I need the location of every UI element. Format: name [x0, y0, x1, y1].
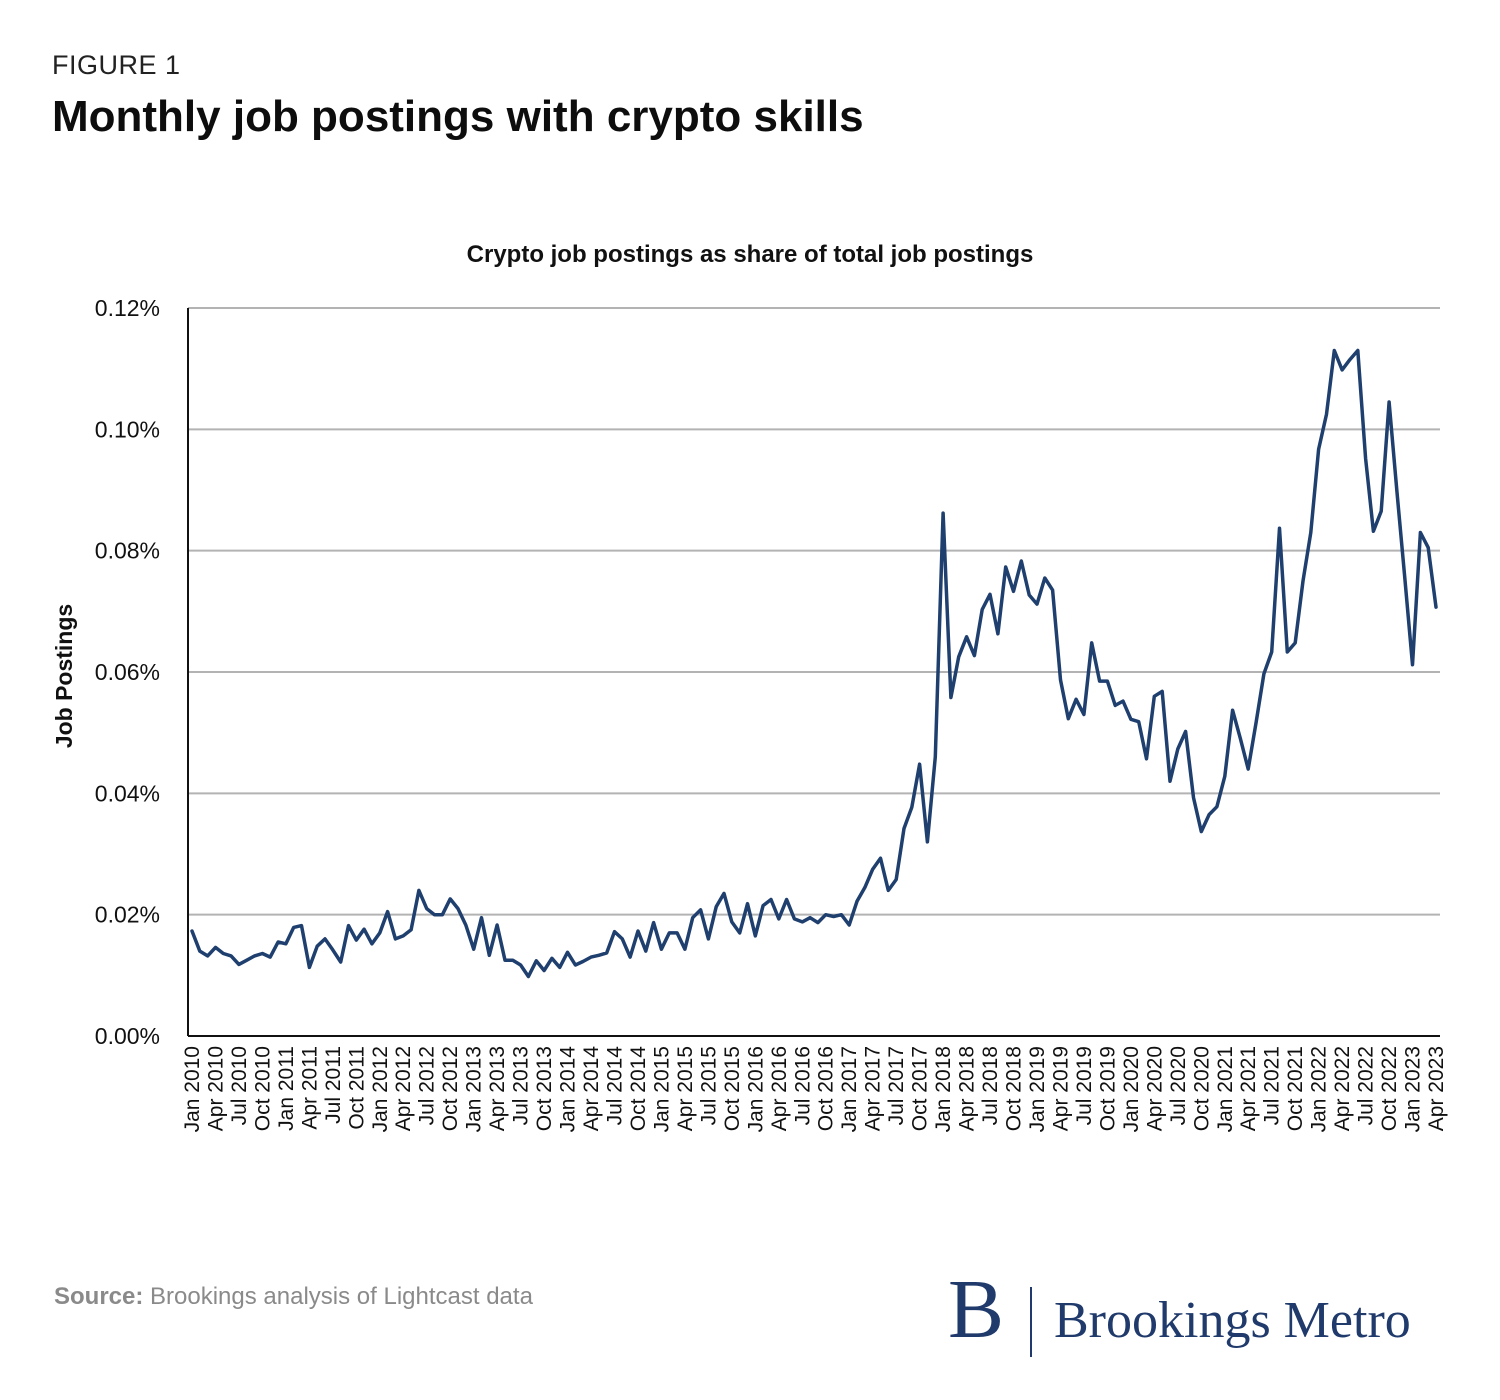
x-tick-label: Apr 2017 — [862, 1046, 885, 1131]
x-tick-label: Oct 2022 — [1378, 1046, 1401, 1131]
x-tick-labels: Jan 2010 Apr 2010 Jul 2010 Oct 2010 Jan 2011… — [181, 1046, 1448, 1133]
x-tick-label: Jan 2020 — [1120, 1046, 1143, 1132]
y-tick-label: 0.00% — [95, 1023, 160, 1049]
x-tick-label: Jan 2011 — [275, 1046, 298, 1131]
x-tick-label: Jan 2013 — [463, 1046, 486, 1132]
x-tick-label: Jul 2019 — [1073, 1046, 1096, 1125]
brookings-metro-logo: B Brookings Metro — [948, 1265, 1468, 1365]
y-axis-label: Job Postings — [51, 604, 77, 748]
figure-title: Monthly job postings with crypto skills — [52, 92, 864, 141]
x-tick-label: Apr 2022 — [1331, 1046, 1354, 1131]
y-tick-label: 0.10% — [95, 416, 160, 442]
x-tick-label: Oct 2017 — [909, 1046, 932, 1131]
x-tick-label: Jul 2015 — [697, 1046, 720, 1125]
logo-mark: B — [948, 1263, 1005, 1356]
x-tick-label: Oct 2018 — [1003, 1046, 1026, 1131]
x-tick-label: Apr 2020 — [1143, 1046, 1166, 1131]
x-tick-label: Oct 2016 — [815, 1046, 838, 1131]
x-tick-label: Jan 2021 — [1214, 1046, 1237, 1132]
y-tick-label: 0.12% — [95, 295, 160, 321]
x-tick-label: Apr 2021 — [1237, 1046, 1260, 1131]
x-tick-label: Jan 2022 — [1308, 1046, 1331, 1132]
x-tick-label: Apr 2014 — [580, 1046, 603, 1132]
x-tick-label: Apr 2016 — [768, 1046, 791, 1131]
logo-text: Brookings Metro — [1054, 1292, 1411, 1349]
x-tick-label: Jan 2014 — [557, 1046, 580, 1133]
y-tick-label: 0.02% — [95, 902, 160, 928]
x-tick-label: Apr 2011 — [298, 1046, 321, 1130]
x-tick-label: Apr 2012 — [392, 1046, 415, 1131]
x-tick-label: Oct 2013 — [533, 1046, 556, 1131]
source-note: Source: Brookings analysis of Lightcast … — [54, 1283, 533, 1311]
x-tick-label: Jul 2011 — [322, 1046, 345, 1124]
x-tick-label: Jul 2018 — [979, 1046, 1002, 1125]
x-tick-label: Jul 2013 — [510, 1046, 533, 1125]
x-tick-label: Oct 2012 — [439, 1046, 462, 1131]
x-tick-label: Oct 2019 — [1096, 1046, 1119, 1131]
x-tick-label: Oct 2020 — [1190, 1046, 1213, 1131]
x-tick-label: Jan 2015 — [650, 1046, 673, 1132]
series-layer — [190, 348, 1438, 979]
figure-label: FIGURE 1 — [52, 50, 181, 80]
x-tick-label: Oct 2010 — [251, 1046, 274, 1131]
x-tick-label: Jan 2016 — [744, 1046, 767, 1132]
x-tick-label: Jan 2010 — [181, 1046, 204, 1132]
x-tick-label: Jul 2017 — [885, 1046, 908, 1125]
x-tick-label: Jan 2018 — [932, 1046, 955, 1132]
source-label: Source: — [54, 1283, 144, 1310]
y-tick-label: 0.06% — [95, 659, 160, 685]
x-tick-label: Jul 2010 — [228, 1046, 251, 1125]
x-tick-label: Oct 2021 — [1284, 1046, 1307, 1131]
x-tick-label: Apr 2013 — [486, 1046, 509, 1131]
y-tick-label: 0.04% — [95, 780, 160, 806]
x-tick-label: Oct 2014 — [627, 1046, 650, 1132]
x-tick-label: Jan 2023 — [1402, 1046, 1425, 1132]
x-tick-label: Oct 2011 — [345, 1046, 368, 1130]
x-tick-label: Jul 2016 — [791, 1046, 814, 1125]
x-tick-label: Jul 2022 — [1355, 1046, 1378, 1125]
logo-divider — [1030, 1287, 1032, 1357]
y-tick-label: 0.08% — [95, 538, 160, 564]
axes — [187, 308, 1440, 1037]
x-tick-label: Apr 2015 — [674, 1046, 697, 1131]
chart-title: Crypto job postings as share of total jo… — [467, 241, 1034, 268]
series-line — [190, 348, 1438, 979]
x-tick-label: Oct 2015 — [721, 1046, 744, 1131]
x-tick-label: Jan 2019 — [1026, 1046, 1049, 1132]
y-tick-labels: 0.00% 0.02% 0.04% 0.06% 0.08% 0.10% 0.12% — [95, 295, 160, 1049]
gridlines — [188, 307, 1440, 916]
x-tick-label: Apr 2023 — [1425, 1046, 1448, 1131]
x-tick-label: Jul 2020 — [1167, 1046, 1190, 1125]
x-tick-label: Apr 2018 — [956, 1046, 979, 1131]
x-tick-label: Apr 2019 — [1049, 1046, 1072, 1131]
x-tick-label: Jul 2012 — [416, 1046, 439, 1125]
x-tick-label: Jan 2012 — [369, 1046, 392, 1132]
line-chart: Crypto job postings as share of total jo… — [51, 241, 1448, 1133]
x-tick-label: Jul 2021 — [1261, 1046, 1284, 1125]
source-text: Brookings analysis of Lightcast data — [143, 1283, 533, 1310]
x-tick-label: Apr 2010 — [204, 1046, 227, 1131]
x-tick-label: Jan 2017 — [838, 1046, 861, 1132]
x-tick-label: Jul 2014 — [603, 1046, 626, 1126]
